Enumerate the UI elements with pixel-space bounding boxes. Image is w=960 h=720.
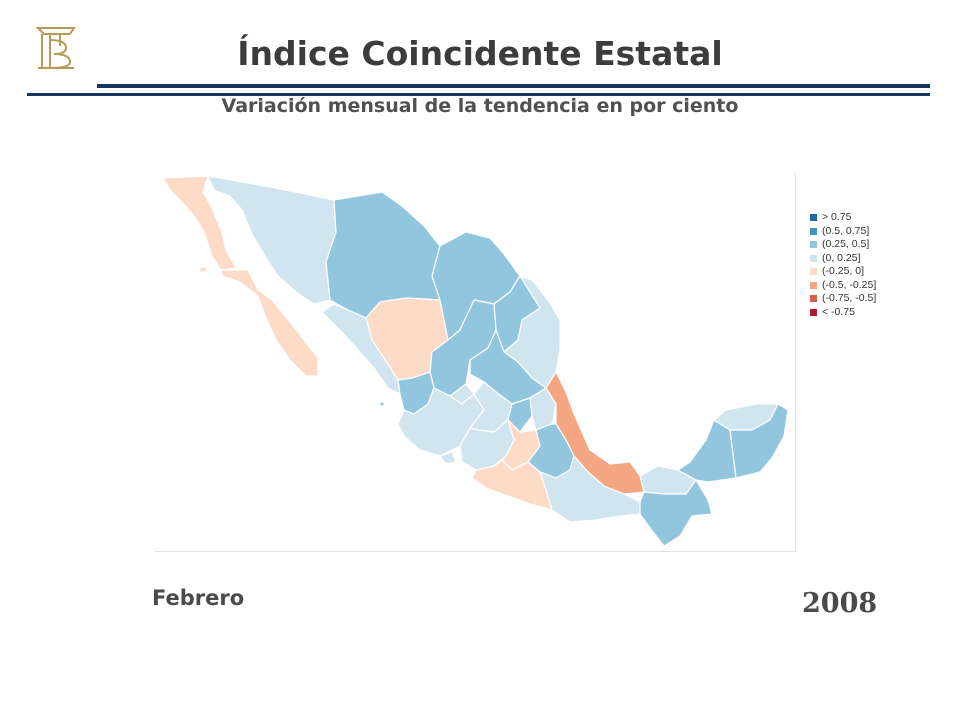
- region-sonora: [207, 175, 337, 305]
- map-frame: [155, 172, 796, 552]
- legend-label: (-0.25, 0]: [822, 265, 865, 277]
- period-year: 2008: [802, 588, 878, 619]
- legend-swatch: [810, 254, 817, 262]
- legend-label: < -0.75: [822, 305, 855, 318]
- legend-label: (-0.5, -0.25]: [822, 278, 877, 291]
- region-chiapas: [639, 479, 713, 547]
- legend-item: (0.5, 0.75]: [810, 225, 876, 239]
- legend-swatch: [810, 268, 817, 276]
- legend-swatch: [810, 281, 817, 289]
- map-legend: > 0.75 (0.5, 0.75] (0.25, 0.5] (0, 0.25]…: [810, 211, 876, 319]
- legend-label: (0.25, 0.5]: [822, 238, 870, 250]
- legend-swatch: [810, 308, 817, 316]
- page-subtitle: Variación mensual de la tendencia en por…: [221, 95, 739, 117]
- legend-item: (-0.5, -0.25]: [810, 279, 876, 293]
- region-colima: [439, 451, 457, 465]
- mexico-choropleth-map: [162, 175, 789, 547]
- legend-label: (-0.75, -0.5]: [822, 292, 877, 304]
- region-baja-california-sur: [220, 269, 319, 377]
- legend-swatch: [810, 241, 817, 249]
- legend-item: < -0.75: [810, 306, 876, 320]
- region-island: [379, 401, 385, 407]
- legend-item: > 0.75: [810, 211, 876, 225]
- legend-swatch: [810, 295, 817, 303]
- legend-item: (0.25, 0.5]: [810, 238, 876, 252]
- legend-label: (0, 0.25]: [822, 251, 861, 264]
- legend-item: (-0.75, -0.5]: [810, 292, 876, 306]
- page-title: Índice Coincidente Estatal: [237, 34, 723, 73]
- legend-swatch: [810, 227, 817, 235]
- legend-item: (-0.25, 0]: [810, 265, 876, 279]
- region-baja-island: [199, 265, 207, 273]
- region-campeche: [677, 419, 737, 483]
- region-quintana-roo: [729, 403, 789, 479]
- legend-label: (0.5, 0.75]: [822, 224, 870, 237]
- legend-item: (0, 0.25]: [810, 252, 876, 266]
- region-baja-california: [162, 175, 237, 271]
- header-rule-bottom: [27, 93, 930, 96]
- header-rule-top: [97, 84, 930, 88]
- banxico-monogram-logo: [35, 27, 76, 69]
- period-month: Febrero: [152, 586, 245, 610]
- legend-label: > 0.75: [822, 211, 852, 223]
- legend-swatch: [810, 214, 817, 222]
- region-queretaro: [507, 397, 533, 433]
